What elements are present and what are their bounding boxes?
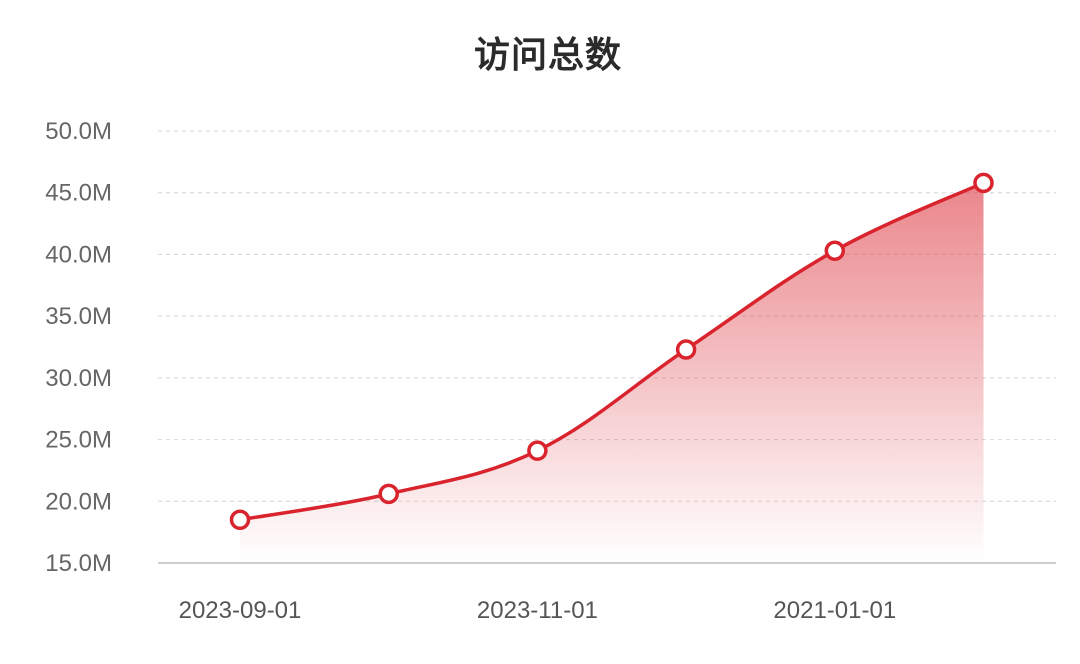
data-point[interactable] xyxy=(675,339,697,360)
series-line-group xyxy=(238,181,986,522)
x-tick-label: 2023-11-01 xyxy=(477,597,598,624)
y-tick-label: 50.0M xyxy=(45,118,112,145)
data-point[interactable] xyxy=(973,172,994,194)
x-tick-label: 2023-09-01 xyxy=(179,597,302,624)
y-tick-label: 20.0M xyxy=(45,488,112,515)
x-axis-ticks: 2023-09-01 2023-11-01 2021-01-01 xyxy=(179,597,897,624)
data-points xyxy=(229,172,994,531)
data-point[interactable] xyxy=(378,483,399,505)
y-axis-ticks: 15.0M 20.0M 25.0M 30.0M 35.0M 40.0M 45.0M 50.0M xyxy=(45,118,112,577)
data-point[interactable] xyxy=(527,440,548,461)
x-tick-label: 2021-01-01 xyxy=(773,597,896,624)
data-point[interactable] xyxy=(824,240,846,261)
y-tick-label: 35.0M xyxy=(45,303,112,330)
y-tick-label: 15.0M xyxy=(45,550,112,577)
y-tick-label: 30.0M xyxy=(45,365,112,392)
y-tick-label: 40.0M xyxy=(45,241,112,268)
chart-title: 访问总数 xyxy=(473,35,622,76)
series-area xyxy=(240,182,984,563)
y-tick-label: 45.0M xyxy=(45,180,112,207)
y-tick-label: 25.0M xyxy=(45,427,112,454)
data-point[interactable] xyxy=(229,509,251,531)
area-fill-group xyxy=(240,182,984,563)
series-line xyxy=(238,181,986,522)
